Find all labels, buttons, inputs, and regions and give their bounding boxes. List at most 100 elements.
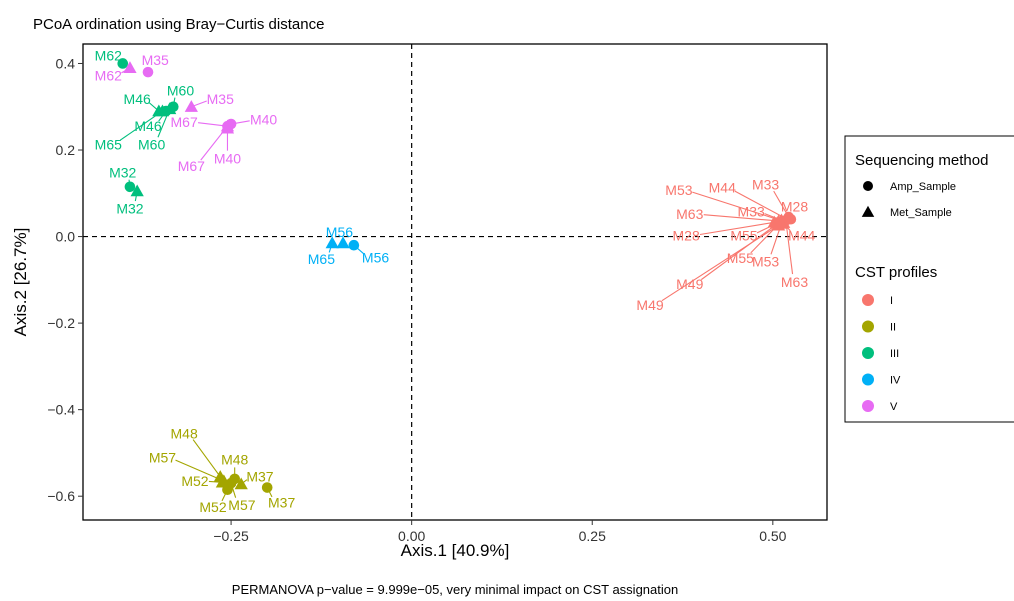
point-label: M49 bbox=[676, 276, 703, 292]
point-label: M52 bbox=[199, 499, 226, 515]
point-label: M56 bbox=[326, 224, 353, 240]
point-label: M53 bbox=[752, 254, 779, 270]
label-leader-line bbox=[192, 439, 221, 478]
point-label: M67 bbox=[171, 114, 198, 130]
triangle-point bbox=[155, 104, 170, 117]
color-legend-label: I bbox=[890, 295, 893, 307]
triangle-point bbox=[163, 102, 177, 115]
x-tick-label: −0.25 bbox=[213, 528, 249, 544]
reference-lines bbox=[83, 44, 827, 520]
x-tick-label: 0.25 bbox=[579, 528, 606, 544]
triangle-point bbox=[220, 119, 235, 132]
label-leader-line bbox=[699, 221, 775, 236]
label-leader-line bbox=[661, 224, 779, 302]
point-label: M33 bbox=[752, 177, 779, 193]
plot-border bbox=[82, 43, 828, 521]
circle-point bbox=[142, 66, 154, 78]
y-tick-label: 0.2 bbox=[56, 142, 76, 158]
x-tick-label: 0.50 bbox=[759, 528, 786, 544]
y-tick-label: 0.0 bbox=[56, 229, 76, 245]
shape-legend-title: Sequencing method bbox=[855, 152, 988, 169]
point-label: M67 bbox=[178, 158, 205, 174]
legend: Sequencing method Amp_Sample Met_Sample C… bbox=[844, 135, 1014, 423]
point-label: M35 bbox=[142, 52, 169, 68]
shape-legend-label: Amp_Sample bbox=[890, 181, 956, 193]
color-legend-key bbox=[862, 320, 874, 333]
point-label: M52 bbox=[181, 473, 208, 489]
point-label: M57 bbox=[149, 449, 176, 465]
color-legend-title: CST profiles bbox=[855, 264, 937, 281]
y-tick-label: −0.2 bbox=[47, 315, 75, 331]
chart-title: PCoA ordination using Bray−Curtis distan… bbox=[33, 16, 324, 33]
color-legend-label: IV bbox=[890, 375, 901, 387]
color-legend-key bbox=[862, 373, 874, 386]
point-label: M48 bbox=[221, 451, 248, 467]
point-label: M32 bbox=[116, 200, 143, 216]
x-axis-title: Axis.1 [40.9%] bbox=[401, 541, 510, 560]
point-label: M63 bbox=[781, 274, 808, 290]
data-points bbox=[117, 58, 797, 496]
point-label: M65 bbox=[95, 136, 122, 152]
point-label: M32 bbox=[109, 165, 136, 181]
x-tick-label: 0.00 bbox=[398, 528, 425, 544]
color-legend-key bbox=[862, 294, 874, 306]
color-legend-key bbox=[862, 347, 874, 359]
label-leader-line bbox=[703, 214, 779, 222]
y-tick-label: −0.4 bbox=[47, 402, 75, 418]
point-label: M63 bbox=[676, 206, 703, 222]
y-tick-label: 0.4 bbox=[56, 55, 76, 71]
point-label: M37 bbox=[246, 469, 273, 485]
point-label: M55 bbox=[730, 228, 757, 244]
circle-point bbox=[348, 239, 360, 251]
point-label: M35 bbox=[207, 91, 234, 107]
point-label: M46 bbox=[134, 118, 161, 134]
circle-legend-key bbox=[863, 181, 873, 191]
label-leader-line bbox=[692, 191, 784, 222]
color-legend-label: II bbox=[890, 322, 896, 334]
chart-caption: PERMANOVA p−value = 9.999e−05, very mini… bbox=[232, 582, 678, 597]
triangle-point bbox=[771, 218, 786, 231]
color-legend-key bbox=[862, 400, 874, 412]
label-leader-line bbox=[700, 224, 777, 281]
triangle-point bbox=[325, 236, 339, 249]
plot-panel bbox=[82, 43, 828, 521]
y-tick-label: −0.6 bbox=[47, 488, 75, 504]
point-label: M49 bbox=[636, 297, 663, 313]
y-axis-ticks: −0.6 −0.4 −0.2 0.0 0.2 0.4 bbox=[47, 55, 83, 504]
triangle-point bbox=[184, 100, 198, 112]
color-legend-label: V bbox=[890, 401, 898, 413]
legend-box bbox=[844, 135, 1014, 423]
color-legend-label: III bbox=[890, 348, 899, 360]
point-label: M40 bbox=[250, 112, 277, 128]
point-label: M55 bbox=[727, 250, 754, 266]
y-axis-title: Axis.2 [26.7%] bbox=[11, 228, 30, 337]
point-label: M62 bbox=[95, 48, 122, 64]
point-label: M48 bbox=[171, 425, 198, 441]
point-label: M44 bbox=[709, 180, 736, 196]
label-leader-line bbox=[175, 459, 225, 482]
triangle-point bbox=[123, 61, 137, 73]
x-axis-ticks: −0.25 0.00 0.25 0.50 bbox=[213, 520, 787, 544]
triangle-point bbox=[215, 475, 230, 488]
shape-legend-label: Met_Sample bbox=[890, 207, 952, 219]
circle-point bbox=[117, 58, 129, 69]
circle-point bbox=[124, 181, 136, 193]
point-label: M57 bbox=[228, 497, 255, 513]
point-label: M53 bbox=[665, 182, 692, 198]
point-label: M28 bbox=[781, 198, 808, 214]
triangle-point bbox=[130, 184, 144, 197]
triangle-point bbox=[234, 477, 248, 490]
point-label: M33 bbox=[738, 203, 765, 219]
point-label: M28 bbox=[673, 228, 700, 244]
label-leader-line bbox=[785, 220, 794, 275]
point-label: M44 bbox=[788, 228, 815, 244]
shape-legend-items: Amp_Sample Met_Sample bbox=[861, 181, 956, 219]
point-label: M37 bbox=[268, 495, 295, 511]
point-label: M40 bbox=[214, 151, 241, 167]
circle-point bbox=[261, 482, 273, 493]
point-label: M46 bbox=[124, 91, 151, 107]
point-label: M60 bbox=[138, 136, 165, 152]
